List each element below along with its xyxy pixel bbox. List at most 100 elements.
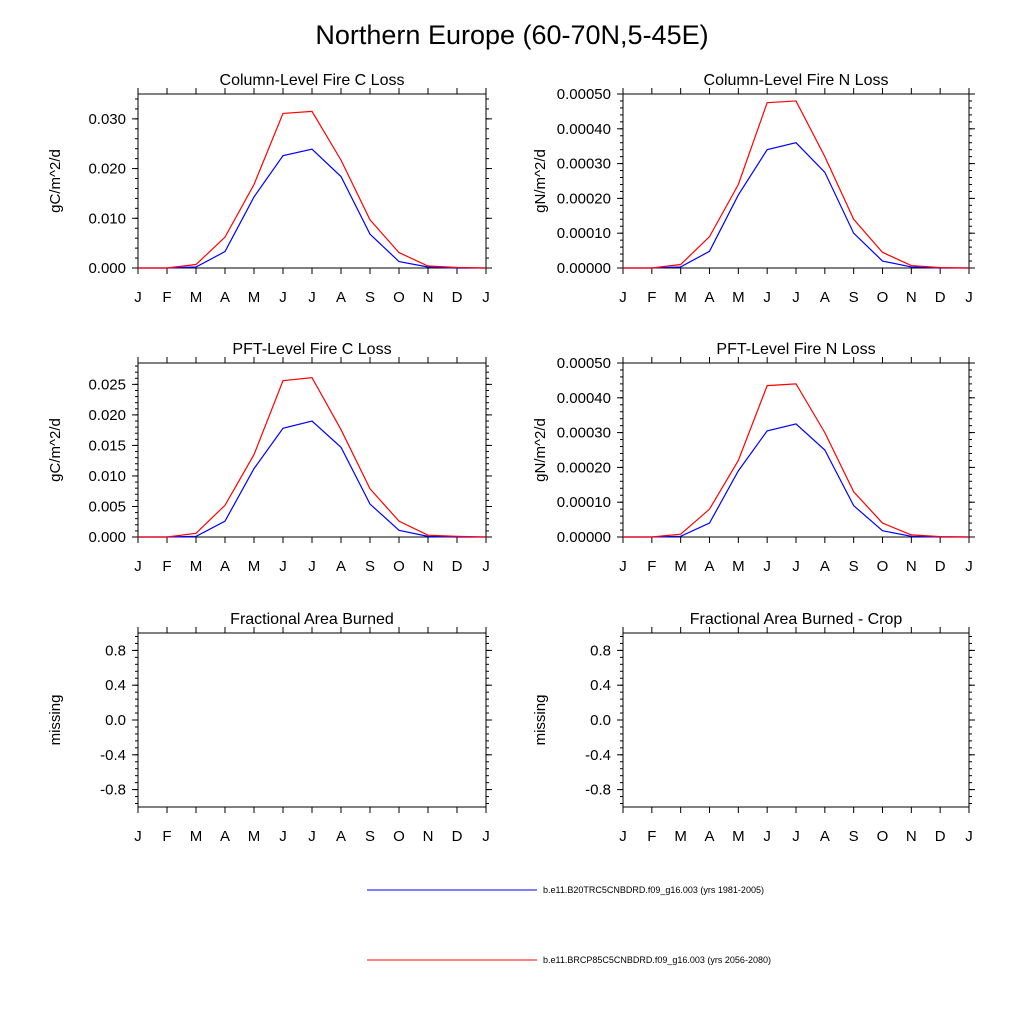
x-tick-label: J — [965, 289, 973, 306]
y-axis-label: gN/m^2/d — [532, 418, 549, 482]
y-tick-label: 0.000 — [88, 529, 126, 546]
x-tick-label: S — [849, 558, 859, 575]
x-tick-label: A — [820, 828, 830, 845]
y-tick-label: 0.4 — [105, 677, 126, 694]
x-tick-label: F — [162, 289, 171, 306]
x-tick-label: O — [877, 289, 889, 306]
x-tick-label: J — [965, 828, 973, 845]
x-tick-label: J — [619, 558, 627, 575]
x-tick-label: O — [393, 289, 405, 306]
y-tick-label: 0.00040 — [557, 390, 611, 407]
y-tick-label: 0.0 — [590, 712, 611, 729]
x-tick-label: A — [220, 558, 230, 575]
y-tick-label: -0.4 — [100, 747, 126, 764]
y-tick-label: 0.8 — [590, 642, 611, 659]
x-tick-label: A — [336, 828, 346, 845]
y-tick-label: 0.00030 — [557, 156, 611, 173]
x-tick-label: J — [619, 828, 627, 845]
x-tick-label: J — [792, 828, 800, 845]
y-tick-label: -0.8 — [100, 782, 126, 799]
x-tick-label: M — [248, 558, 261, 575]
x-tick-label: S — [365, 558, 375, 575]
panel-title: Fractional Area Burned — [230, 611, 394, 628]
x-tick-label: F — [647, 289, 656, 306]
x-tick-label: M — [732, 289, 745, 306]
series-line-future — [623, 100, 970, 269]
series-line-historical — [138, 420, 486, 538]
y-axis-label: gC/m^2/d — [47, 418, 64, 482]
x-tick-label: J — [308, 558, 316, 575]
y-tick-label: 0.00000 — [557, 260, 611, 277]
series-line-historical — [623, 423, 969, 538]
x-tick-label: M — [674, 558, 687, 575]
plot-frame — [137, 93, 487, 269]
x-tick-label: O — [393, 828, 405, 845]
y-tick-label: 0.00000 — [557, 529, 611, 546]
x-tick-label: O — [877, 558, 889, 575]
x-tick-label: M — [190, 558, 203, 575]
x-tick-label: J — [482, 828, 490, 845]
x-tick-label: J — [279, 289, 287, 306]
y-tick-label: 0.020 — [88, 407, 126, 424]
x-tick-label: J — [134, 289, 142, 306]
y-tick-label: 0.00020 — [557, 459, 611, 476]
y-tick-label: 0.8 — [105, 642, 126, 659]
y-tick-label: 0.025 — [88, 376, 126, 393]
series-line-historical — [623, 142, 969, 269]
x-tick-label: M — [190, 828, 203, 845]
legend-label-future: b.e11.BRCP85C5CNBDRD.f09_g16.003 (yrs 20… — [543, 955, 771, 965]
x-tick-label: J — [279, 828, 287, 845]
y-tick-label: 0.4 — [590, 677, 611, 694]
x-tick-label: A — [220, 828, 230, 845]
x-tick-label: S — [365, 289, 375, 306]
y-tick-label: -0.8 — [585, 782, 611, 799]
x-tick-label: J — [763, 289, 771, 306]
x-tick-label: O — [393, 558, 405, 575]
y-tick-label: 0.00040 — [557, 121, 611, 138]
x-tick-label: D — [935, 828, 946, 845]
y-tick-label: 0.030 — [88, 111, 126, 128]
x-tick-label: S — [849, 289, 859, 306]
x-tick-label: N — [423, 828, 434, 845]
y-tick-label: 0.015 — [88, 437, 126, 454]
x-tick-label: M — [674, 289, 687, 306]
x-tick-label: S — [365, 828, 375, 845]
x-tick-label: D — [935, 289, 946, 306]
figure-title: Northern Europe (60-70N,5-45E) — [315, 20, 709, 50]
legend-label-historical: b.e11.B20TRC5CNBDRD.f09_g16.003 (yrs 198… — [543, 885, 764, 895]
y-tick-label: 0.00030 — [557, 425, 611, 442]
y-axis-label: gC/m^2/d — [47, 149, 64, 213]
x-tick-label: A — [704, 558, 714, 575]
y-tick-label: 0.000 — [88, 260, 126, 277]
x-tick-label: D — [452, 289, 463, 306]
panel-title: PFT-Level Fire C Loss — [232, 341, 391, 358]
plot-frame — [622, 632, 970, 808]
x-tick-label: A — [820, 558, 830, 575]
x-tick-label: N — [423, 289, 434, 306]
x-tick-label: J — [308, 828, 316, 845]
plot-frame — [137, 362, 487, 538]
series-line-future — [623, 383, 970, 538]
x-tick-label: D — [935, 558, 946, 575]
x-tick-label: J — [279, 558, 287, 575]
series-line-future — [138, 377, 487, 538]
panel-title: Column-Level Fire C Loss — [220, 72, 405, 89]
x-tick-label: M — [732, 828, 745, 845]
y-tick-label: -0.4 — [585, 747, 611, 764]
x-tick-label: A — [820, 289, 830, 306]
x-tick-label: M — [248, 289, 261, 306]
x-tick-label: D — [452, 558, 463, 575]
x-tick-label: A — [336, 289, 346, 306]
legend: b.e11.B20TRC5CNBDRD.f09_g16.003 (yrs 198… — [367, 885, 771, 965]
x-tick-label: M — [190, 289, 203, 306]
x-tick-label: N — [906, 289, 917, 306]
y-tick-label: 0.00020 — [557, 190, 611, 207]
y-tick-label: 0.00050 — [557, 355, 611, 372]
plot-frame — [622, 93, 970, 269]
x-tick-label: J — [482, 558, 490, 575]
y-tick-label: 0.00010 — [557, 494, 611, 511]
